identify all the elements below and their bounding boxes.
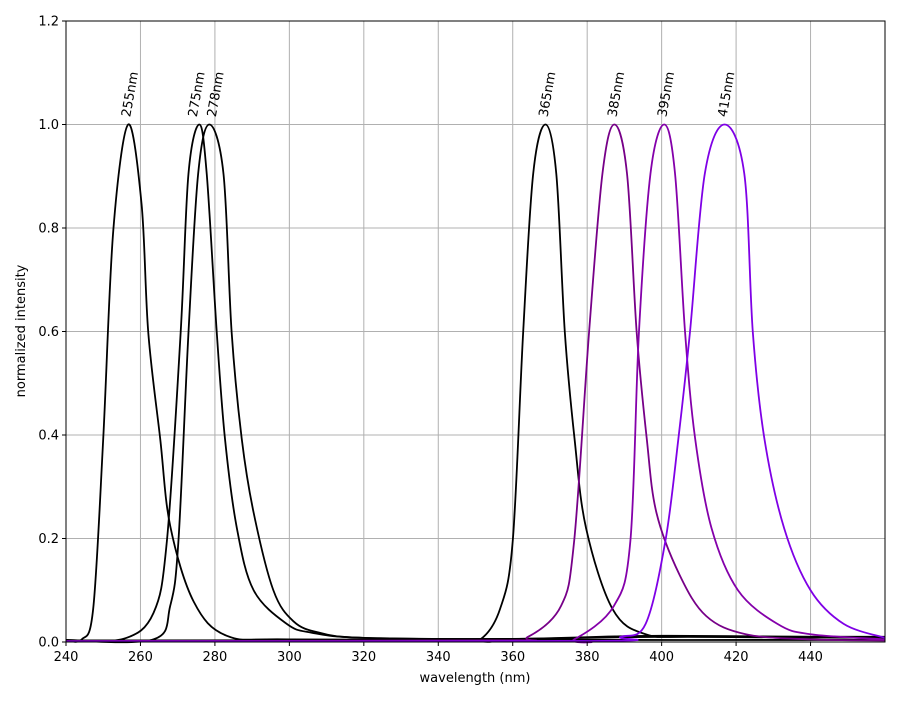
series-line-385nm [65, 123, 886, 642]
x-tick-label: 420 [724, 650, 749, 665]
x-tick-label: 240 [54, 650, 79, 665]
x-axis-label: wavelength (nm) [420, 671, 531, 686]
x-tick-label: 400 [649, 650, 674, 665]
x-tick-label: 440 [798, 650, 823, 665]
y-tick-label: 0.2 [38, 532, 59, 547]
y-tick-label: 0.0 [38, 636, 59, 651]
y-tick-label: 0.4 [38, 429, 59, 444]
y-axis-label: normalized intensity [14, 264, 29, 397]
x-tick-label: 360 [500, 650, 525, 665]
peak-label-278nm: 278nm [205, 71, 228, 119]
y-axis-ticks: 0.0 0.2 0.4 0.6 0.8 1.0 1.2 [38, 15, 66, 651]
series-line-395nm [65, 123, 886, 644]
peak-label-395nm: 395nm [655, 71, 678, 119]
peak-label-365nm: 365nm [537, 71, 560, 119]
y-tick-label: 1.2 [38, 15, 59, 30]
peak-label-415nm: 415nm [716, 71, 739, 119]
y-tick-label: 0.6 [38, 325, 59, 340]
x-tick-label: 380 [575, 650, 600, 665]
x-tick-label: 280 [202, 650, 227, 665]
peak-label-385nm: 385nm [606, 71, 629, 119]
peak-label-255nm: 255nm [119, 71, 142, 119]
y-tick-label: 0.8 [38, 222, 59, 237]
x-tick-label: 260 [128, 650, 153, 665]
x-axis-ticks: 240 260 280 300 320 340 360 380 400 420 440 [54, 642, 823, 665]
series-line-365nm [65, 123, 886, 643]
series-line-255nm [65, 123, 886, 643]
series-line-275nm [65, 123, 886, 643]
series-line-278nm [65, 123, 886, 644]
series-lines [65, 123, 886, 644]
x-tick-label: 300 [277, 650, 302, 665]
series-line-415nm [65, 123, 886, 643]
x-tick-label: 320 [351, 650, 376, 665]
x-tick-label: 340 [426, 650, 451, 665]
y-tick-label: 1.0 [38, 118, 59, 133]
